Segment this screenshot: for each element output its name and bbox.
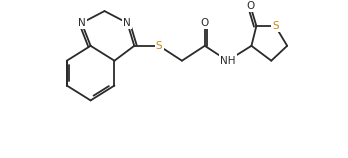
Text: NH: NH	[220, 56, 235, 66]
Text: O: O	[246, 1, 255, 11]
Text: N: N	[78, 18, 86, 28]
Text: S: S	[272, 21, 278, 31]
Text: S: S	[156, 41, 163, 51]
Text: O: O	[201, 18, 209, 28]
Text: N: N	[124, 18, 131, 28]
